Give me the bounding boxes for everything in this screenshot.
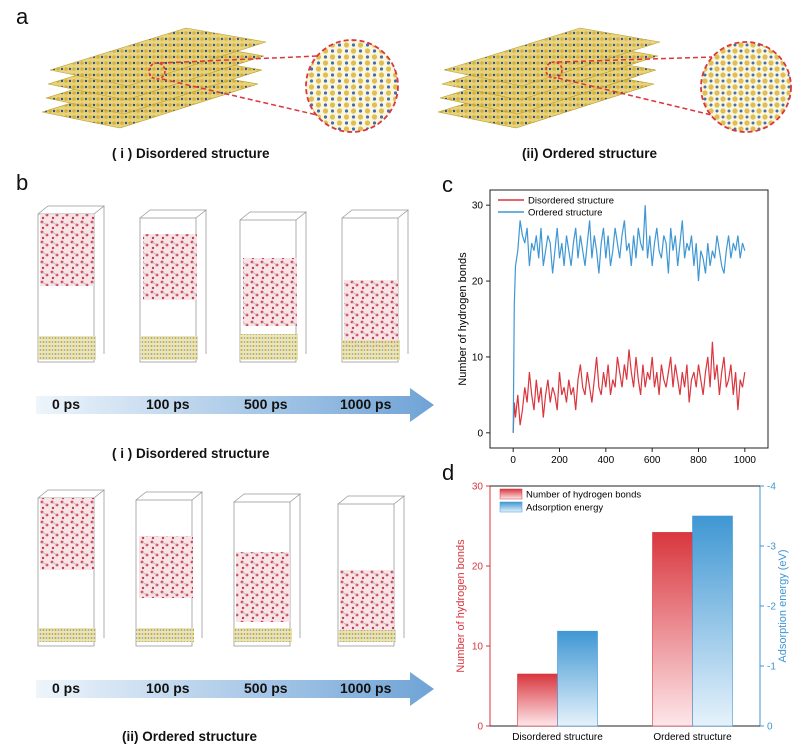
disordered-layer-stack bbox=[41, 27, 267, 129]
legend-label-1: Adsorption energy bbox=[526, 503, 603, 514]
legend-label-1: Ordered structure bbox=[528, 208, 602, 219]
time-label-top-1: 100 ps bbox=[146, 396, 190, 412]
ordered-layer-stack bbox=[437, 27, 661, 129]
right-tick-label-0: 0 bbox=[767, 722, 773, 733]
snapshot-bottom-100ps bbox=[135, 491, 204, 647]
y-tick-label-0: 0 bbox=[477, 428, 483, 439]
right-tick-label-1: -1 bbox=[767, 662, 776, 673]
legend-label-0: Disordered structure bbox=[528, 196, 614, 207]
time-label-bottom-0: 0 ps bbox=[52, 680, 81, 696]
ordered-zoom-circle bbox=[700, 41, 792, 133]
legend-label-0: Number of hydrogen bonds bbox=[526, 490, 641, 501]
y-axis-label: Number of hydrogen bonds bbox=[457, 252, 469, 386]
panel-d-bar-chart: 0 10 20 30 0 -1 -2 -3 -4 Number of hydrogen bonds… bbox=[455, 482, 789, 744]
right-tick-label-3: -3 bbox=[767, 542, 776, 553]
legend-swatch-1 bbox=[499, 501, 523, 513]
panel-c-line-chart: 020040060080010000102030Time (ps)Number … bbox=[457, 189, 769, 466]
bar-energy-0 bbox=[557, 630, 598, 727]
snapshot-bottom-500ps bbox=[233, 493, 302, 647]
x-tick-label-4: 800 bbox=[690, 455, 707, 466]
panel-a-caption-ordered: (ii) Ordered structure bbox=[522, 146, 658, 161]
series-line-0 bbox=[512, 341, 746, 433]
panel-a-caption-disordered: ( i ) Disordered structure bbox=[112, 146, 270, 161]
right-axis-label: Adsorption energy (eV) bbox=[777, 549, 789, 662]
snapshot-top-0ps bbox=[37, 205, 106, 363]
left-axis-label: Number of hydrogen bonds bbox=[455, 539, 467, 673]
time-label-bottom-3: 1000 ps bbox=[340, 680, 392, 696]
category-label-0: Disordered structure bbox=[512, 732, 603, 743]
panel-letter-c: c bbox=[442, 172, 453, 197]
bar-hbonds-1 bbox=[652, 532, 693, 727]
left-tick-label-2: 20 bbox=[472, 562, 484, 573]
timeline-arrow-top bbox=[36, 388, 434, 422]
x-tick-label-5: 1000 bbox=[734, 455, 757, 466]
snapshot-top-100ps bbox=[139, 209, 208, 363]
x-tick-label-1: 200 bbox=[551, 455, 568, 466]
snapshot-top-500ps bbox=[239, 211, 308, 363]
bar-hbonds-0 bbox=[517, 673, 558, 727]
x-tick-label-3: 600 bbox=[644, 455, 661, 466]
panel-a-illustration bbox=[41, 27, 792, 133]
y-tick-label-2: 20 bbox=[472, 277, 484, 288]
right-tick-label-4: -4 bbox=[767, 482, 776, 493]
x-tick-label-0: 0 bbox=[510, 455, 516, 466]
disordered-zoom-circle bbox=[305, 39, 399, 133]
plot-frame bbox=[489, 189, 769, 449]
y-tick-label-3: 30 bbox=[472, 201, 484, 212]
category-label-1: Ordered structure bbox=[653, 732, 732, 743]
panel-letter-d: d bbox=[442, 460, 455, 485]
time-label-top-2: 500 ps bbox=[244, 396, 288, 412]
snapshot-bottom-1000ps bbox=[337, 495, 406, 647]
panel-letter-a: a bbox=[16, 4, 29, 29]
y-tick-label-1: 10 bbox=[472, 352, 484, 363]
time-label-bottom-1: 100 ps bbox=[146, 680, 190, 696]
panel-b-snapshots bbox=[36, 205, 434, 706]
x-tick-label-2: 400 bbox=[597, 455, 614, 466]
panel-b-caption-disordered: ( i ) Disordered structure bbox=[112, 446, 270, 461]
panel-b-caption-ordered: (ii) Ordered structure bbox=[122, 729, 258, 744]
legend-swatch-0 bbox=[499, 488, 523, 500]
series-line-1 bbox=[512, 205, 746, 433]
time-label-top-0: 0 ps bbox=[52, 396, 81, 412]
left-tick-label-0: 0 bbox=[477, 722, 483, 733]
left-tick-label-3: 30 bbox=[472, 482, 484, 493]
time-label-top-3: 1000 ps bbox=[340, 396, 392, 412]
snapshot-bottom-0ps bbox=[37, 489, 106, 647]
time-label-bottom-2: 500 ps bbox=[244, 680, 288, 696]
bar-energy-1 bbox=[692, 515, 733, 727]
right-tick-label-2: -2 bbox=[767, 602, 776, 613]
left-tick-label-1: 10 bbox=[472, 642, 484, 653]
panel-letter-b: b bbox=[16, 170, 29, 195]
timeline-arrow-bottom bbox=[36, 672, 434, 706]
snapshot-top-1000ps bbox=[341, 209, 410, 363]
